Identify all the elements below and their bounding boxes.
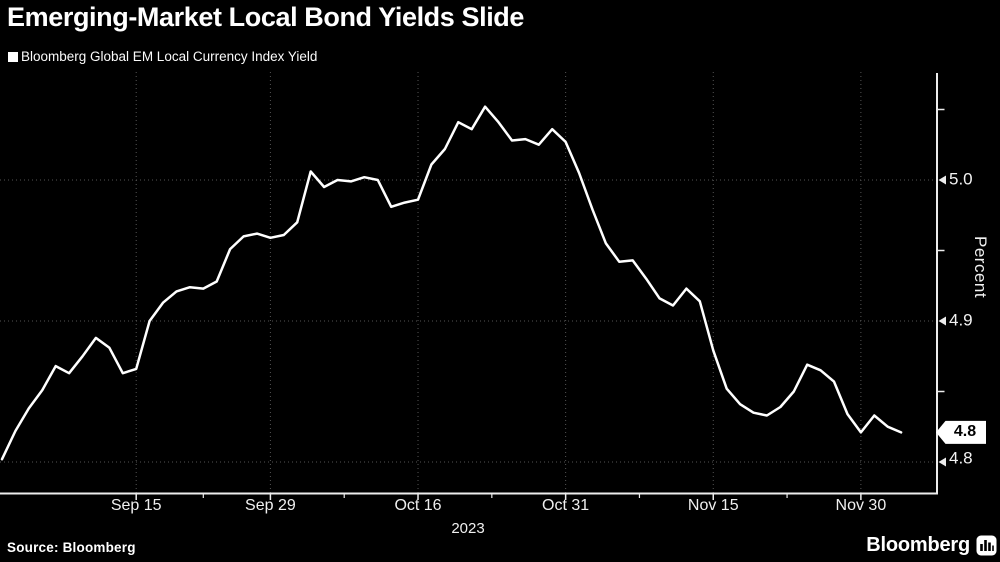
y-axis-tick-label: 4.9	[949, 310, 973, 330]
y-axis-tick-label: 5.0	[949, 169, 973, 189]
last-value-text: 4.8	[953, 423, 977, 441]
y-axis-tick-pointer	[938, 457, 946, 467]
x-axis-tick-label: Nov 30	[835, 497, 887, 514]
y-axis-tick-label: 4.8	[949, 448, 973, 468]
y-axis-title: Percent	[971, 236, 990, 299]
legend-label: Bloomberg Global EM Local Currency Index…	[21, 49, 318, 64]
bloomberg-wordmark: Bloomberg	[866, 534, 970, 556]
bloomberg-logo: Bloomberg	[866, 534, 997, 557]
legend-swatch-icon	[8, 51, 18, 62]
legend: Bloomberg Global EM Local Currency Index…	[8, 49, 317, 64]
source-note: Source: Bloomberg	[7, 540, 136, 555]
yield-line-series	[0, 105, 903, 461]
y-axis-tick-pointer	[938, 175, 946, 185]
bloomberg-terminal-icon	[976, 535, 997, 556]
x-axis-tick-label: Oct 16	[394, 497, 442, 514]
x-axis-year-label: 2023	[451, 520, 485, 537]
x-axis-tick-label: Nov 15	[687, 497, 739, 514]
x-axis-tick-label: Sep 15	[110, 497, 162, 514]
chart-title: Emerging-Market Local Bond Yields Slide	[7, 2, 525, 32]
x-axis-tick-label: Sep 29	[245, 497, 296, 514]
x-axis-tick-label: Oct 31	[542, 497, 590, 514]
last-value-tag: 4.8	[936, 420, 986, 444]
y-axis-tick-pointer	[938, 316, 946, 326]
